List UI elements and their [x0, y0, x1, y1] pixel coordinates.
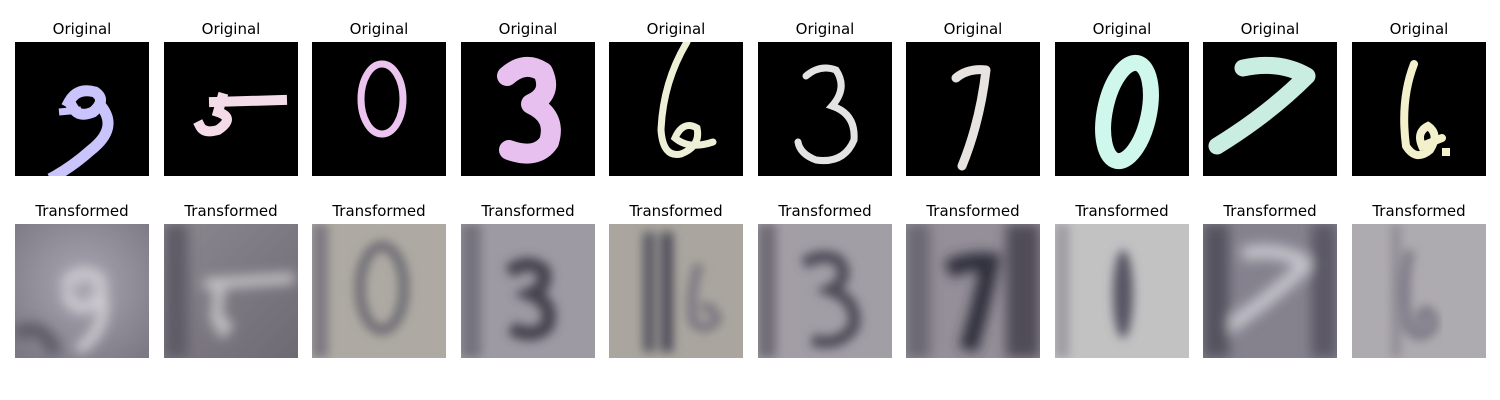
transformed-image-8	[1055, 224, 1189, 358]
transformed-image-4	[461, 224, 595, 358]
panel-title: Original	[52, 20, 112, 38]
original-image-1	[15, 42, 149, 176]
transformed-image-10	[1352, 224, 1486, 358]
transformed-digit-0-image	[1055, 224, 1189, 358]
original-digit-6-image	[1352, 42, 1486, 176]
transformed-image-5	[609, 224, 743, 358]
transformed-image-6	[758, 224, 892, 358]
original-digit-3-image	[758, 42, 892, 176]
panel-title: Original	[498, 20, 558, 38]
original-digit-5-image	[164, 42, 298, 176]
transformed-digit-6-image	[1352, 224, 1486, 358]
original-image-10	[1352, 42, 1486, 176]
panel-title: Transformed	[184, 202, 278, 220]
original-digit-0-image	[312, 42, 446, 176]
panel-title: Transformed	[1075, 202, 1169, 220]
original-digit-9-image	[15, 42, 149, 176]
panel-title: Transformed	[1372, 202, 1466, 220]
transformed-image-9	[1203, 224, 1337, 358]
panel-title: Original	[646, 20, 706, 38]
panel-title: Original	[1389, 20, 1449, 38]
original-image-5	[609, 42, 743, 176]
panel-title: Original	[1092, 20, 1152, 38]
transformed-digit-9-image	[15, 224, 149, 358]
transformed-digit-3-image	[758, 224, 892, 358]
panel-title: Original	[943, 20, 1003, 38]
panel-title: Transformed	[481, 202, 575, 220]
transformed-image-2	[164, 224, 298, 358]
transformed-digit-0-image	[312, 224, 446, 358]
transformed-image-1	[15, 224, 149, 358]
transformed-image-3	[312, 224, 446, 358]
transformed-image-7	[906, 224, 1040, 358]
transformed-digit-3-image	[461, 224, 595, 358]
panel-title: Transformed	[35, 202, 129, 220]
original-image-6	[758, 42, 892, 176]
panel-title: Transformed	[778, 202, 872, 220]
panel-title: Original	[795, 20, 855, 38]
transformed-digit-6-image	[609, 224, 743, 358]
original-image-9	[1203, 42, 1337, 176]
transformed-digit-5-image	[164, 224, 298, 358]
original-image-2	[164, 42, 298, 176]
original-digit-0-image	[1055, 42, 1189, 176]
transformed-digit-7-image	[906, 224, 1040, 358]
original-image-4	[461, 42, 595, 176]
original-digit-7-image	[1203, 42, 1337, 176]
original-digit-7-image	[906, 42, 1040, 176]
original-image-7	[906, 42, 1040, 176]
panel-title: Transformed	[1223, 202, 1317, 220]
original-image-8	[1055, 42, 1189, 176]
panel-title: Original	[201, 20, 261, 38]
original-digit-6-image	[609, 42, 743, 176]
panel-title: Transformed	[926, 202, 1020, 220]
panel-title: Original	[1240, 20, 1300, 38]
original-image-3	[312, 42, 446, 176]
panel-title: Transformed	[629, 202, 723, 220]
transformed-digit-7-image	[1203, 224, 1337, 358]
original-digit-3-image	[461, 42, 595, 176]
panel-title: Original	[349, 20, 409, 38]
panel-title: Transformed	[332, 202, 426, 220]
